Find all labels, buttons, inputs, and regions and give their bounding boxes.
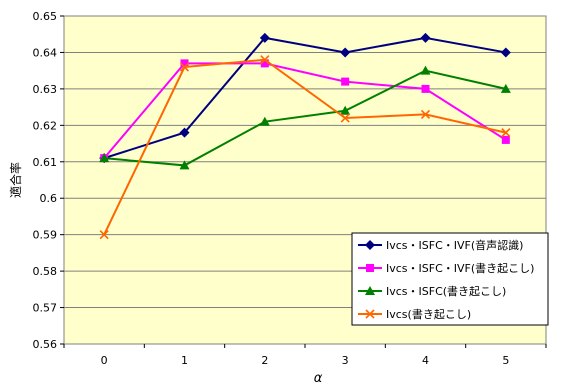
y-tick-label: 0.65 [33,10,58,23]
y-tick-label: 0.57 [33,302,58,315]
data-point-s2-2 [260,59,269,68]
data-point-s2-3 [341,77,350,86]
data-point-s1-2 [259,32,270,43]
y-axis-label: 適合率 [8,162,23,198]
legend-label: Ivcs・ISFC・IVF(音声認識) [386,238,523,252]
legend-entry-3: Ivcs・ISFC(書き起こし) [358,284,506,298]
legend: Ivcs・ISFC・IVF(音声認識) Ivcs・ISFC・IVF(書き起こし) I… [351,232,549,326]
data-point-s3-4 [420,65,431,75]
data-point-s4-3 [340,113,350,123]
x-tick-label: 5 [502,354,509,367]
data-point-s3-2 [259,116,270,126]
data-point-s4-2 [260,55,270,65]
series-group [99,32,511,240]
data-point-s3-0 [99,153,110,163]
legend-entry-4: Ivcs(書き起こし) [358,307,471,321]
data-point-s4-0 [99,230,109,240]
legend-marker-4 [365,309,375,319]
data-point-s1-3 [340,47,351,58]
data-point-s4-4 [420,109,431,119]
legend-box [351,232,549,326]
data-point-s4-5 [501,128,511,138]
y-tick-label: 0.58 [33,265,58,278]
data-point-s4-1 [179,62,190,72]
y-tick-label: 0.64 [33,46,58,59]
legend-marker-2 [366,264,374,272]
y-tick-label: 0.61 [33,156,58,169]
y-tick-label: 0.59 [33,229,58,242]
legend-entry-2: Ivcs・ISFC・IVF(書き起こし) [358,261,534,275]
x-axis-ticks: 0 1 2 3 4 5 [63,344,547,367]
x-tick-label: 2 [261,354,268,367]
y-tick-label: 0.56 [33,338,58,351]
legend-marker-1 [365,240,375,250]
legend-label: Ivcs・ISFC・IVF(書き起こし) [386,261,534,275]
data-point-s3-3 [340,105,351,115]
series-line-4 [103,58,507,236]
data-point-s2-4 [421,84,430,93]
data-point-s2-1 [180,59,189,68]
legend-label: Ivcs・ISFC(書き起こし) [386,284,506,298]
data-point-s3-1 [179,160,190,170]
data-point-s2-5 [501,135,510,144]
legend-label: Ivcs(書き起こし) [386,307,471,321]
y-tick-label: 0.6 [40,192,58,205]
data-point-s1-4 [420,32,431,43]
legend-marker-3 [365,286,375,295]
y-axis-ticks: 0.56 0.57 0.58 0.59 0.6 0.61 0.62 0.63 0.64 0.65 [33,10,64,351]
x-tick-label: 0 [101,354,108,367]
data-point-s1-1 [179,127,190,138]
x-axis-label: α [314,371,323,386]
x-tick-label: 4 [422,354,429,367]
series-line-1 [103,36,507,160]
data-point-s1-5 [500,47,511,58]
data-point-s3-5 [500,83,511,93]
series-line-3 [104,69,507,167]
series-line-2 [103,62,507,159]
x-tick-label: 3 [342,354,349,367]
y-tick-label: 0.63 [33,83,58,96]
x-tick-label: 1 [181,354,188,367]
y-tick-label: 0.62 [33,119,58,132]
legend-entry-1: Ivcs・ISFC・IVF(音声認識) [358,238,523,252]
